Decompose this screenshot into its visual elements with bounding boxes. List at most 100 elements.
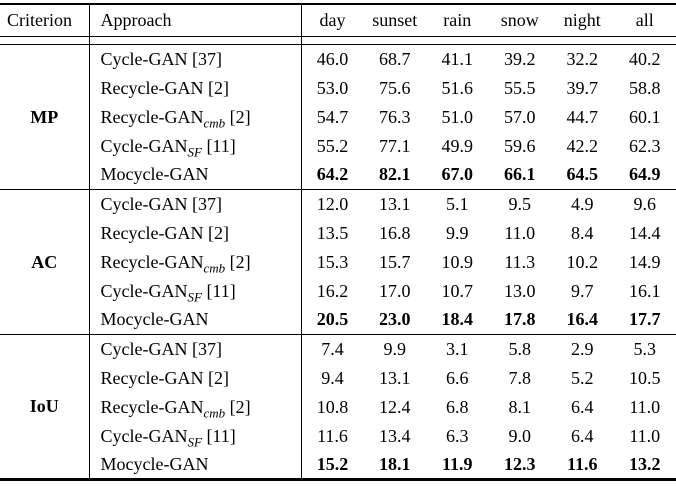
table-row: Recycle-GAN [2] 53.0 75.6 51.6 55.5 39.7 58.8: [0, 73, 676, 102]
value-cell: 66.1: [488, 160, 551, 190]
value-cell: 55.5: [504, 77, 536, 98]
double-rule-segment: [89, 36, 302, 45]
approach-subscript: cmb: [203, 260, 226, 276]
approach-name: Cycle-GAN: [100, 338, 188, 359]
value-cell: 6.3: [446, 425, 469, 446]
column-header-snow: snow: [488, 4, 551, 37]
citation-ref: [37]: [187, 338, 222, 359]
value-cell: 9.9: [383, 338, 407, 359]
value-cell: 55.2: [316, 135, 349, 156]
value-cell: 15.2: [301, 450, 364, 480]
table-row: Cycle-GANSF [11] 11.6 13.4 6.3 9.0 6.4 11.0: [0, 421, 676, 450]
column-header-rain: rain: [426, 4, 489, 37]
value-cell: 11.0: [504, 222, 536, 243]
table-row: Mocycle-GAN 64.2 82.1 67.0 66.1 64.5 64.9: [0, 160, 676, 190]
value-cell: 9.9: [446, 222, 469, 243]
value-cell: 7.8: [508, 367, 532, 388]
approach-name: Cycle-GAN: [100, 193, 188, 214]
approach-name: Recycle-GAN: [100, 367, 204, 388]
value-cell: 60.1: [629, 106, 661, 127]
approach-subscript: SF: [187, 289, 202, 305]
value-cell: 7.4: [321, 338, 344, 359]
value-cell: 9.0: [508, 425, 532, 446]
value-cell: 6.4: [571, 396, 594, 417]
value-cell: 77.1: [379, 135, 411, 156]
approach-name: Recycle-GAN: [100, 251, 204, 272]
value-cell: 58.8: [629, 77, 661, 98]
value-cell: 2.9: [571, 338, 594, 359]
value-cell: 6.6: [446, 367, 469, 388]
value-cell: 10.2: [566, 251, 599, 272]
table-row: Recycle-GAN [2] 9.4 13.1 6.6 7.8 5.2 10.5: [0, 363, 676, 392]
column-header-approach: Approach: [89, 4, 302, 37]
approach-name: Cycle-GAN: [100, 48, 188, 69]
citation-ref: [11]: [201, 280, 236, 301]
citation-ref: [11]: [201, 135, 236, 156]
value-cell: 16.1: [629, 280, 661, 301]
approach-cell: Recycle-GANcmb [2]: [89, 102, 302, 131]
criterion-cell-ac: AC: [0, 189, 90, 335]
value-cell: 10.9: [441, 251, 474, 272]
header-row: Criterion Approach day sunset rain snow …: [0, 4, 676, 37]
value-cell: 44.7: [566, 106, 599, 127]
value-cell: 15.7: [379, 251, 411, 272]
approach-name: Recycle-GAN: [100, 222, 204, 243]
value-cell: 11.0: [629, 396, 661, 417]
value-cell: 16.2: [316, 280, 349, 301]
value-cell: 20.5: [301, 305, 364, 335]
approach-name: Mocycle-GAN: [100, 453, 209, 474]
value-cell: 6.8: [446, 396, 469, 417]
table-row: Recycle-GAN [2] 13.5 16.8 9.9 11.0 8.4 14.4: [0, 218, 676, 247]
table-row: Recycle-GANcmb [2] 54.7 76.3 51.0 57.0 44.7 60…: [0, 102, 676, 131]
citation-ref: [2]: [203, 367, 229, 388]
value-cell: 8.4: [571, 222, 594, 243]
approach-subscript: cmb: [203, 405, 226, 421]
value-cell: 18.4: [426, 305, 489, 335]
value-cell: 39.2: [504, 48, 536, 69]
column-header-criterion: Criterion: [0, 4, 90, 37]
approach-name: Recycle-GAN: [100, 77, 204, 98]
value-cell: 13.0: [504, 280, 536, 301]
value-cell: 11.6: [551, 450, 614, 480]
approach-subscript: SF: [187, 144, 202, 160]
column-header-day: day: [301, 4, 364, 37]
value-cell: 12.3: [488, 450, 551, 480]
value-cell: 5.1: [446, 193, 469, 214]
approach-name: Mocycle-GAN: [100, 164, 209, 185]
value-cell: 59.6: [504, 135, 536, 156]
double-rule-segment: [301, 36, 676, 45]
value-cell: 64.9: [613, 160, 676, 190]
citation-ref: [37]: [187, 48, 222, 69]
citation-ref: [2]: [225, 106, 251, 127]
value-cell: 41.1: [441, 48, 474, 69]
value-cell: 6.4: [571, 425, 594, 446]
results-table: Criterion Approach day sunset rain snow …: [0, 3, 676, 481]
value-cell: 13.1: [379, 367, 411, 388]
column-header-sunset: sunset: [363, 4, 426, 37]
value-cell: 14.9: [629, 251, 661, 272]
criterion-cell-iou: IoU: [0, 334, 90, 480]
table-row: Recycle-GANcmb [2] 10.8 12.4 6.8 8.1 6.4 11.0: [0, 392, 676, 421]
value-cell: 57.0: [504, 106, 536, 127]
approach-cell: Cycle-GAN [37]: [89, 334, 302, 363]
value-cell: 11.3: [504, 251, 536, 272]
approach-subscript: SF: [187, 434, 202, 450]
value-cell: 15.3: [316, 251, 349, 272]
value-cell: 9.6: [633, 193, 657, 214]
value-cell: 11.0: [629, 425, 661, 446]
value-cell: 54.7: [316, 106, 349, 127]
value-cell: 64.5: [551, 160, 614, 190]
approach-name: Cycle-GAN: [100, 425, 188, 446]
approach-cell: Cycle-GAN [37]: [89, 44, 302, 73]
value-cell: 12.0: [316, 193, 349, 214]
value-cell: 9.5: [508, 193, 532, 214]
approach-cell: Cycle-GANSF [11]: [89, 276, 302, 305]
criterion-cell-mp: MP: [0, 44, 90, 190]
value-cell: 8.1: [508, 396, 532, 417]
value-cell: 5.8: [508, 338, 532, 359]
value-cell: 10.5: [629, 367, 661, 388]
approach-cell: Recycle-GANcmb [2]: [89, 392, 302, 421]
value-cell: 5.2: [571, 367, 594, 388]
value-cell: 39.7: [566, 77, 599, 98]
table-row: Mocycle-GAN 15.2 18.1 11.9 12.3 11.6 13.2: [0, 450, 676, 480]
